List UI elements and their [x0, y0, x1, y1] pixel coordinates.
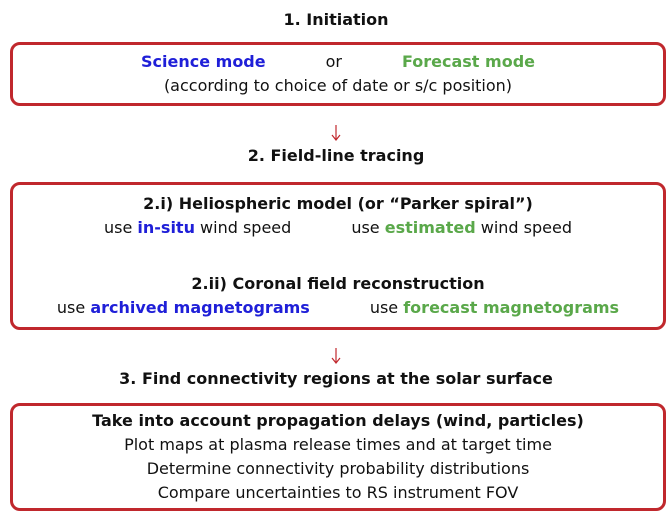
phrase: 2.i) Heliospheric model (or “Parker spir… [143, 192, 533, 216]
phrase: Take into account propagation delays (wi… [92, 409, 584, 433]
paragraph: 2.i) Heliospheric model (or “Parker spir… [13, 192, 663, 240]
text-line: 2.ii) Coronal field reconstruction [13, 272, 663, 296]
text-line: use in-situ wind speed use estimated wind… [13, 216, 663, 240]
text: Compare uncertainties to RS instrument F… [157, 483, 519, 502]
text-line: 2.i) Heliospheric model (or “Parker spir… [13, 192, 663, 216]
text: forecast magnetograms [403, 298, 620, 317]
text: use [104, 218, 138, 237]
text: Determine connectivity probability distr… [146, 459, 530, 478]
text-line: Plot maps at plasma release times and at… [13, 433, 663, 457]
text-line: Take into account propagation delays (wi… [13, 409, 663, 433]
arrow [331, 125, 341, 141]
paragraph: Science mode or Forecast mode (according to… [13, 50, 663, 98]
text: estimated [384, 218, 476, 237]
text: Science mode [141, 52, 266, 71]
text: use [56, 298, 91, 317]
step-title: 2. Field-line tracing [247, 146, 425, 165]
text-line: (according to choice of date or s/c posi… [13, 74, 663, 98]
text: 2.i) Heliospheric model (or “Parker spir… [143, 194, 533, 213]
text: (according to choice of date or s/c posi… [163, 76, 513, 95]
text: Plot maps at plasma release times and at… [124, 435, 552, 454]
phrase: Forecast mode [402, 50, 535, 74]
text: or [325, 52, 342, 71]
text: wind speed [475, 218, 572, 237]
step-title: 1. Initiation [283, 10, 389, 29]
text: Take into account propagation delays (wi… [92, 411, 584, 430]
phrase: use archived magnetograms [57, 296, 310, 320]
phrase: Science mode [141, 50, 266, 74]
text: Forecast mode [401, 52, 535, 71]
text: archived magnetograms [90, 298, 310, 317]
text: in-situ [137, 218, 195, 237]
text: wind speed [194, 218, 292, 237]
phrase: or [326, 50, 342, 74]
step-title: 3. Find connectivity regions at the sola… [119, 369, 553, 388]
step-box: Science mode or Forecast mode (according to… [10, 42, 666, 106]
paragraph: Take into account propagation delays (wi… [13, 409, 663, 505]
text: use [369, 298, 404, 317]
text-line: Science mode or Forecast mode [13, 50, 663, 74]
phrase: Determine connectivity probability distr… [147, 457, 530, 481]
text-line: Compare uncertainties to RS instrument F… [13, 481, 663, 505]
step-box: 2.i) Heliospheric model (or “Parker spir… [10, 182, 666, 330]
phrase: Plot maps at plasma release times and at… [124, 433, 552, 457]
text-line: use archived magnetograms use forecast ma… [13, 296, 663, 320]
step-box: Take into account propagation delays (wi… [10, 403, 666, 511]
phrase: use forecast magnetograms [370, 296, 619, 320]
phrase: 2.ii) Coronal field reconstruction [191, 272, 484, 296]
text: 2.ii) Coronal field reconstruction [191, 274, 485, 293]
phrase: Compare uncertainties to RS instrument F… [158, 481, 519, 505]
text: use [351, 218, 385, 237]
phrase: (according to choice of date or s/c posi… [164, 74, 512, 98]
text-line: Determine connectivity probability distr… [13, 457, 663, 481]
arrow [331, 348, 341, 364]
phrase: use estimated wind speed [351, 216, 572, 240]
phrase: use in-situ wind speed [104, 216, 291, 240]
paragraph: 2.ii) Coronal field reconstruction use ar… [13, 272, 663, 320]
